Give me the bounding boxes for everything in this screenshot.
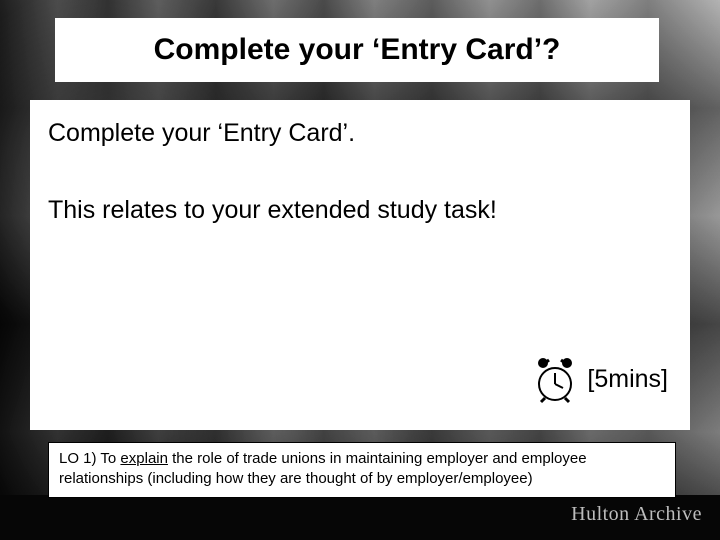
slide: Hulton Archive Complete your ‘Entry Card… <box>0 0 720 540</box>
body-line-1: Complete your ‘Entry Card’. <box>48 118 672 149</box>
learning-objective-panel: LO 1) To explain the role of trade union… <box>48 442 676 499</box>
watermark-text: Hulton Archive <box>571 503 702 526</box>
slide-title: Complete your ‘Entry Card’? <box>154 33 561 67</box>
lo-prefix: LO 1) To <box>59 450 120 467</box>
lo-underlined-word: explain <box>120 450 168 467</box>
alarm-clock-icon <box>533 354 577 404</box>
body-panel: Complete your ‘Entry Card’. This relates… <box>30 100 690 430</box>
body-line-2: This relates to your extended study task… <box>48 195 672 226</box>
title-panel: Complete your ‘Entry Card’? <box>55 18 659 82</box>
timer-row: [5mins] <box>533 354 668 404</box>
timer-label: [5mins] <box>587 365 668 394</box>
